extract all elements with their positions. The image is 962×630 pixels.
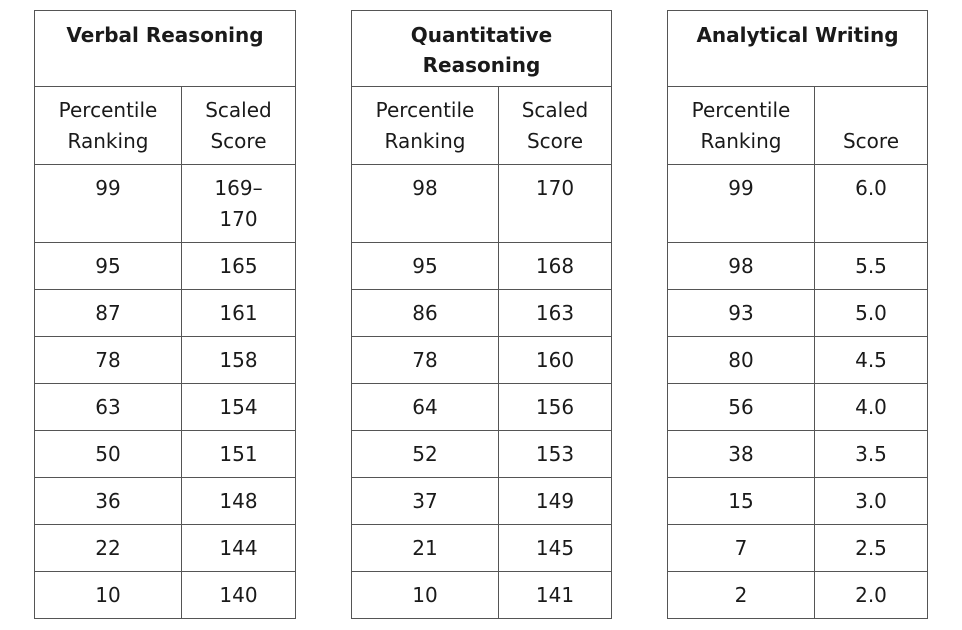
score-cell: 2.5 bbox=[814, 524, 928, 572]
percentile-cell: 99 bbox=[34, 164, 182, 243]
score-cell: 161 bbox=[181, 289, 296, 337]
column-header-percentile: Percentile Ranking bbox=[351, 86, 499, 165]
table-row: 50 151 bbox=[34, 430, 296, 478]
percentile-cell: 38 bbox=[667, 430, 815, 478]
percentile-cell: 10 bbox=[34, 571, 182, 619]
score-cell: 4.0 bbox=[814, 383, 928, 431]
table-row: 56 4.0 bbox=[667, 383, 928, 431]
score-cell: 156 bbox=[498, 383, 612, 431]
table-row: 80 4.5 bbox=[667, 336, 928, 384]
score-cell: 3.5 bbox=[814, 430, 928, 478]
table-row: 87 161 bbox=[34, 289, 296, 337]
column-header-score: Scaled Score bbox=[181, 86, 296, 165]
percentile-cell: 64 bbox=[351, 383, 499, 431]
percentile-cell: 87 bbox=[34, 289, 182, 337]
score-cell: 169–170 bbox=[181, 164, 296, 243]
table-row: 52 153 bbox=[351, 430, 612, 478]
percentile-cell: 52 bbox=[351, 430, 499, 478]
score-cell: 163 bbox=[498, 289, 612, 337]
percentile-cell: 37 bbox=[351, 477, 499, 525]
table-row: 78 160 bbox=[351, 336, 612, 384]
percentile-cell: 98 bbox=[351, 164, 499, 243]
table-row: 15 3.0 bbox=[667, 477, 928, 525]
table-row: 10 140 bbox=[34, 571, 296, 619]
verbal-reasoning-table: Verbal Reasoning Percentile Ranking Scal… bbox=[34, 10, 296, 619]
score-cell: 3.0 bbox=[814, 477, 928, 525]
percentile-cell: 86 bbox=[351, 289, 499, 337]
quantitative-reasoning-table: Quantitative Reasoning Percentile Rankin… bbox=[351, 10, 612, 619]
score-cell: 151 bbox=[181, 430, 296, 478]
percentile-cell: 56 bbox=[667, 383, 815, 431]
table-title: Verbal Reasoning bbox=[34, 10, 296, 87]
score-cell: 140 bbox=[181, 571, 296, 619]
table-title: Analytical Writing bbox=[667, 10, 928, 87]
percentile-cell: 10 bbox=[351, 571, 499, 619]
table-row: 37 149 bbox=[351, 477, 612, 525]
table-row: 22 144 bbox=[34, 524, 296, 572]
table-row: 99 6.0 bbox=[667, 164, 928, 243]
score-cell: 153 bbox=[498, 430, 612, 478]
table-row: 95 165 bbox=[34, 242, 296, 290]
score-cell: 158 bbox=[181, 336, 296, 384]
score-cell: 145 bbox=[498, 524, 612, 572]
table-row: 36 148 bbox=[34, 477, 296, 525]
percentile-cell: 98 bbox=[667, 242, 815, 290]
table-row: 64 156 bbox=[351, 383, 612, 431]
table-row: 98 5.5 bbox=[667, 242, 928, 290]
percentile-cell: 93 bbox=[667, 289, 815, 337]
percentile-cell: 15 bbox=[667, 477, 815, 525]
score-cell: 4.5 bbox=[814, 336, 928, 384]
table-row: 95 168 bbox=[351, 242, 612, 290]
score-cell: 170 bbox=[498, 164, 612, 243]
table-title: Quantitative Reasoning bbox=[351, 10, 612, 87]
percentile-cell: 2 bbox=[667, 571, 815, 619]
column-header-score: Scaled Score bbox=[498, 86, 612, 165]
column-header-percentile: Percentile Ranking bbox=[667, 86, 815, 165]
percentile-cell: 80 bbox=[667, 336, 815, 384]
percentile-cell: 63 bbox=[34, 383, 182, 431]
percentile-cell: 95 bbox=[34, 242, 182, 290]
column-header-score: Score bbox=[814, 86, 928, 165]
percentile-cell: 95 bbox=[351, 242, 499, 290]
percentile-cell: 99 bbox=[667, 164, 815, 243]
score-cell: 5.0 bbox=[814, 289, 928, 337]
score-cell: 144 bbox=[181, 524, 296, 572]
table-row: 63 154 bbox=[34, 383, 296, 431]
analytical-writing-table: Analytical Writing Percentile Ranking Sc… bbox=[667, 10, 928, 619]
score-cell: 141 bbox=[498, 571, 612, 619]
percentile-cell: 21 bbox=[351, 524, 499, 572]
score-cell: 6.0 bbox=[814, 164, 928, 243]
table-row: 98 170 bbox=[351, 164, 612, 243]
percentile-cell: 22 bbox=[34, 524, 182, 572]
table-row: 93 5.0 bbox=[667, 289, 928, 337]
score-cell: 154 bbox=[181, 383, 296, 431]
table-row: 2 2.0 bbox=[667, 571, 928, 619]
score-cell: 148 bbox=[181, 477, 296, 525]
percentile-cell: 78 bbox=[351, 336, 499, 384]
score-cell: 2.0 bbox=[814, 571, 928, 619]
percentile-cell: 7 bbox=[667, 524, 815, 572]
column-header-percentile: Percentile Ranking bbox=[34, 86, 182, 165]
score-cell: 5.5 bbox=[814, 242, 928, 290]
percentile-cell: 36 bbox=[34, 477, 182, 525]
score-cell: 160 bbox=[498, 336, 612, 384]
score-cell: 165 bbox=[181, 242, 296, 290]
score-cell: 149 bbox=[498, 477, 612, 525]
table-row: 21 145 bbox=[351, 524, 612, 572]
percentile-cell: 78 bbox=[34, 336, 182, 384]
table-row: 86 163 bbox=[351, 289, 612, 337]
score-cell: 168 bbox=[498, 242, 612, 290]
table-row: 38 3.5 bbox=[667, 430, 928, 478]
table-row: 78 158 bbox=[34, 336, 296, 384]
table-row: 7 2.5 bbox=[667, 524, 928, 572]
percentile-cell: 50 bbox=[34, 430, 182, 478]
table-row: 99 169–170 bbox=[34, 164, 296, 243]
table-row: 10 141 bbox=[351, 571, 612, 619]
